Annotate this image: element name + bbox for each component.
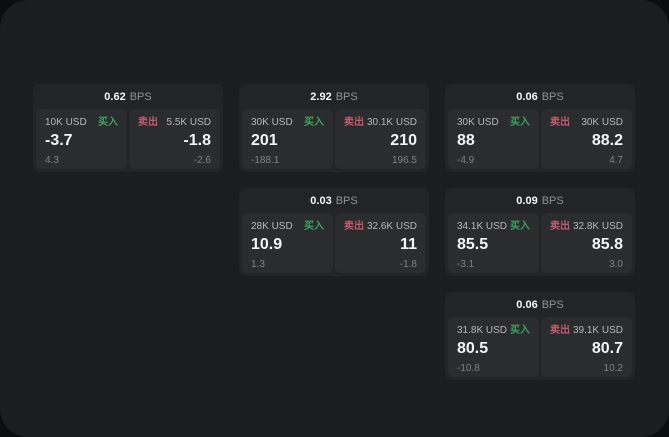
buy-quote-panel[interactable]: 31.8K USD 买入 80.5 -10.8 bbox=[448, 317, 539, 377]
sell-side-label: 卖出 bbox=[138, 117, 158, 128]
buy-delta: 1.3 bbox=[251, 259, 265, 270]
spread-value: 0.06 bbox=[516, 298, 538, 311]
spread-unit-label: BPS bbox=[129, 90, 152, 103]
card-header: 0.03 BPS bbox=[239, 188, 429, 213]
sell-price: 88.2 bbox=[591, 132, 623, 149]
buy-price: 201 bbox=[251, 132, 278, 149]
card-header: 0.62 BPS bbox=[33, 84, 223, 109]
sell-notional: 5.5K USD bbox=[166, 117, 211, 128]
card-body: 30K USD 买入 88 -4.9 卖出 30K USD 88.2 4.7 bbox=[445, 109, 635, 172]
card-body: 31.8K USD 买入 80.5 -10.8 卖出 39.1K USD 80.… bbox=[445, 317, 635, 380]
card-header: 0.09 BPS bbox=[445, 188, 635, 213]
sell-quote-panel[interactable]: 卖出 39.1K USD 80.7 10.2 bbox=[541, 317, 632, 377]
buy-delta: -4.9 bbox=[457, 155, 475, 166]
sell-side-label: 卖出 bbox=[550, 325, 570, 336]
buy-price: -3.7 bbox=[45, 132, 73, 149]
sell-side-label: 卖出 bbox=[550, 117, 570, 128]
sell-delta: -2.6 bbox=[193, 155, 211, 166]
buy-quote-panel[interactable]: 30K USD 买入 88 -4.9 bbox=[448, 109, 539, 169]
sell-side-label: 卖出 bbox=[550, 221, 570, 232]
quote-card: 0.09 BPS 34.1K USD 买入 85.5 -3.1 卖出 32.8K… bbox=[445, 188, 635, 276]
sell-price: 85.8 bbox=[591, 236, 623, 253]
sell-price: 11 bbox=[400, 236, 417, 253]
buy-quote-panel[interactable]: 34.1K USD 买入 85.5 -3.1 bbox=[448, 213, 539, 273]
quote-card: 0.06 BPS 30K USD 买入 88 -4.9 卖出 30K USD bbox=[445, 84, 635, 172]
sell-price: -1.8 bbox=[183, 132, 211, 149]
sell-notional: 30.1K USD bbox=[366, 117, 417, 128]
sell-delta: 4.7 bbox=[609, 155, 623, 166]
card-body: 28K USD 买入 10.9 1.3 卖出 32.6K USD 11 -1.8 bbox=[239, 213, 429, 276]
buy-side-label: 买入 bbox=[98, 117, 118, 128]
sell-notional: 32.6K USD bbox=[366, 221, 417, 232]
card-body: 10K USD 买入 -3.7 4.3 卖出 5.5K USD -1.8 -2.… bbox=[33, 109, 223, 172]
buy-delta: -3.1 bbox=[457, 259, 475, 270]
spread-value: 0.06 bbox=[516, 90, 538, 103]
spread-unit-label: BPS bbox=[541, 90, 564, 103]
sell-quote-panel[interactable]: 卖出 30.1K USD 210 196.5 bbox=[335, 109, 426, 169]
buy-notional: 30K USD bbox=[457, 117, 499, 128]
quote-cards-grid: 0.62 BPS 10K USD 买入 -3.7 4.3 卖出 5.5K USD bbox=[33, 84, 635, 380]
buy-side-label: 买入 bbox=[510, 325, 530, 336]
spread-unit-label: BPS bbox=[541, 298, 564, 311]
buy-side-label: 买入 bbox=[304, 117, 324, 128]
buy-notional: 10K USD bbox=[45, 117, 87, 128]
buy-delta: -10.8 bbox=[457, 363, 480, 374]
sell-quote-panel[interactable]: 卖出 5.5K USD -1.8 -2.6 bbox=[129, 109, 220, 169]
buy-delta: 4.3 bbox=[45, 155, 59, 166]
spread-value: 2.92 bbox=[310, 90, 332, 103]
buy-delta: -188.1 bbox=[251, 155, 280, 166]
sell-price: 80.7 bbox=[591, 340, 623, 357]
sell-quote-panel[interactable]: 卖出 32.6K USD 11 -1.8 bbox=[335, 213, 426, 273]
sell-quote-panel[interactable]: 卖出 32.8K USD 85.8 3.0 bbox=[541, 213, 632, 273]
quote-card: 2.92 BPS 30K USD 买入 201 -188.1 卖出 30.1K … bbox=[239, 84, 429, 172]
card-body: 34.1K USD 买入 85.5 -3.1 卖出 32.8K USD 85.8… bbox=[445, 213, 635, 276]
sell-price: 210 bbox=[390, 132, 417, 149]
sell-delta: -1.8 bbox=[399, 259, 417, 270]
card-header: 0.06 BPS bbox=[445, 84, 635, 109]
buy-side-label: 买入 bbox=[510, 117, 530, 128]
buy-quote-panel[interactable]: 28K USD 买入 10.9 1.3 bbox=[242, 213, 333, 273]
sell-notional: 39.1K USD bbox=[572, 325, 623, 336]
sell-delta: 3.0 bbox=[609, 259, 623, 270]
spread-value: 0.09 bbox=[516, 194, 538, 207]
spread-unit-label: BPS bbox=[541, 194, 564, 207]
sell-delta: 196.5 bbox=[391, 155, 417, 166]
spread-value: 0.03 bbox=[310, 194, 332, 207]
spread-unit-label: BPS bbox=[335, 194, 358, 207]
sell-side-label: 卖出 bbox=[344, 117, 364, 128]
quote-card: 0.06 BPS 31.8K USD 买入 80.5 -10.8 卖出 39.1… bbox=[445, 292, 635, 380]
sell-delta: 10.2 bbox=[603, 363, 623, 374]
buy-notional: 34.1K USD bbox=[457, 221, 508, 232]
quote-card: 0.62 BPS 10K USD 买入 -3.7 4.3 卖出 5.5K USD bbox=[33, 84, 223, 172]
card-body: 30K USD 买入 201 -188.1 卖出 30.1K USD 210 1… bbox=[239, 109, 429, 172]
card-header: 2.92 BPS bbox=[239, 84, 429, 109]
quote-card: 0.03 BPS 28K USD 买入 10.9 1.3 卖出 32.6K US… bbox=[239, 188, 429, 276]
sell-notional: 32.8K USD bbox=[572, 221, 623, 232]
buy-price: 80.5 bbox=[457, 340, 489, 357]
buy-notional: 28K USD bbox=[251, 221, 293, 232]
buy-side-label: 买入 bbox=[510, 221, 530, 232]
buy-price: 10.9 bbox=[251, 236, 283, 253]
buy-price: 88 bbox=[457, 132, 475, 149]
sell-quote-panel[interactable]: 卖出 30K USD 88.2 4.7 bbox=[541, 109, 632, 169]
sell-notional: 30K USD bbox=[581, 117, 623, 128]
card-header: 0.06 BPS bbox=[445, 292, 635, 317]
buy-price: 85.5 bbox=[457, 236, 489, 253]
spread-unit-label: BPS bbox=[335, 90, 358, 103]
buy-notional: 30K USD bbox=[251, 117, 293, 128]
spread-value: 0.62 bbox=[104, 90, 126, 103]
buy-quote-panel[interactable]: 10K USD 买入 -3.7 4.3 bbox=[36, 109, 127, 169]
buy-side-label: 买入 bbox=[304, 221, 324, 232]
sell-side-label: 卖出 bbox=[344, 221, 364, 232]
buy-notional: 31.8K USD bbox=[457, 325, 508, 336]
buy-quote-panel[interactable]: 30K USD 买入 201 -188.1 bbox=[242, 109, 333, 169]
